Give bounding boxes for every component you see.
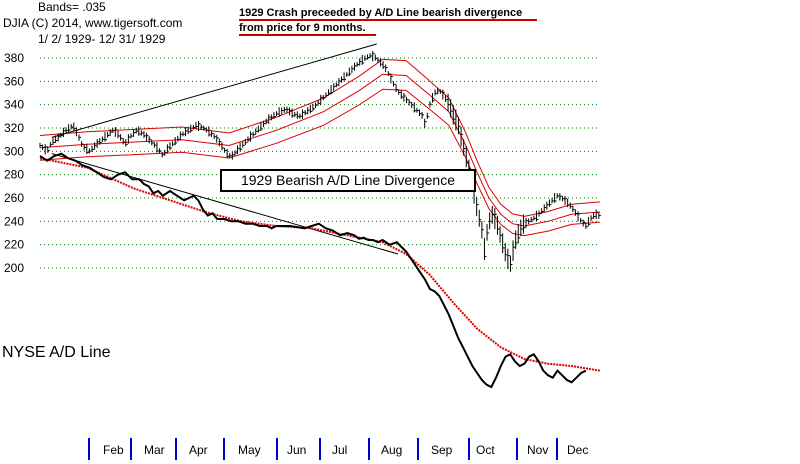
- chart-source: DJIA (C) 2014, www.tigersoft.com: [3, 16, 183, 30]
- y-tick-380: 380: [4, 51, 24, 65]
- bands-label: Bands= .035: [38, 0, 106, 14]
- y-axis-ticks: 200 220 240 260 280 300 320 340 360 380: [4, 51, 24, 275]
- y-tick-280: 280: [4, 168, 24, 182]
- annotation-line-1: 1929 Crash preceeded by A/D Line bearish…: [239, 7, 523, 19]
- ad-line: [39, 152, 601, 389]
- month-label-apr: Apr: [189, 443, 208, 457]
- y-tick-200: 200: [4, 261, 24, 275]
- y-tick-240: 240: [4, 214, 24, 228]
- y-tick-260: 260: [4, 191, 24, 205]
- y-tick-320: 320: [4, 121, 24, 135]
- divergence-label: 1929 Bearish A/D Line Divergence: [220, 169, 476, 192]
- djia-price-bars: [39, 50, 601, 272]
- ad-moving-average: [39, 157, 601, 372]
- month-label-jun: Jun: [287, 443, 306, 457]
- band-upper-line: [39, 58, 601, 217]
- date-range: 1/ 2/ 1929- 12/ 31/ 1929: [38, 32, 166, 46]
- month-label-may: May: [238, 443, 261, 457]
- month-label-jul: Jul: [332, 443, 347, 457]
- month-label-oct: Oct: [476, 443, 495, 457]
- djia-trendline: [51, 43, 377, 138]
- ad-line-series: [39, 152, 587, 389]
- annotation-underline-1: [239, 19, 537, 21]
- month-label-sep: Sep: [431, 443, 453, 457]
- ad-line-label: NYSE A/D Line: [2, 344, 111, 361]
- month-label-aug: Aug: [381, 443, 402, 457]
- price-bands: [39, 58, 601, 237]
- annotation-underline-2: [239, 34, 376, 36]
- month-label-nov: Nov: [527, 443, 548, 457]
- trendlines: [51, 43, 399, 255]
- y-tick-360: 360: [4, 74, 24, 88]
- y-tick-300: 300: [4, 144, 24, 158]
- month-axis: Feb Mar Apr May Jun Jul Aug Sep Oct Nov Dec: [88, 438, 588, 460]
- annotation-line-2: from price for 9 months.: [239, 22, 366, 34]
- band-middle-line: [39, 73, 601, 227]
- month-label-feb: Feb: [103, 443, 124, 457]
- month-label-mar: Mar: [144, 443, 165, 457]
- ad-trendline: [51, 153, 399, 255]
- y-tick-220: 220: [4, 238, 24, 252]
- y-tick-340: 340: [4, 98, 24, 112]
- month-label-dec: Dec: [567, 443, 588, 457]
- band-lower-line: [39, 88, 601, 237]
